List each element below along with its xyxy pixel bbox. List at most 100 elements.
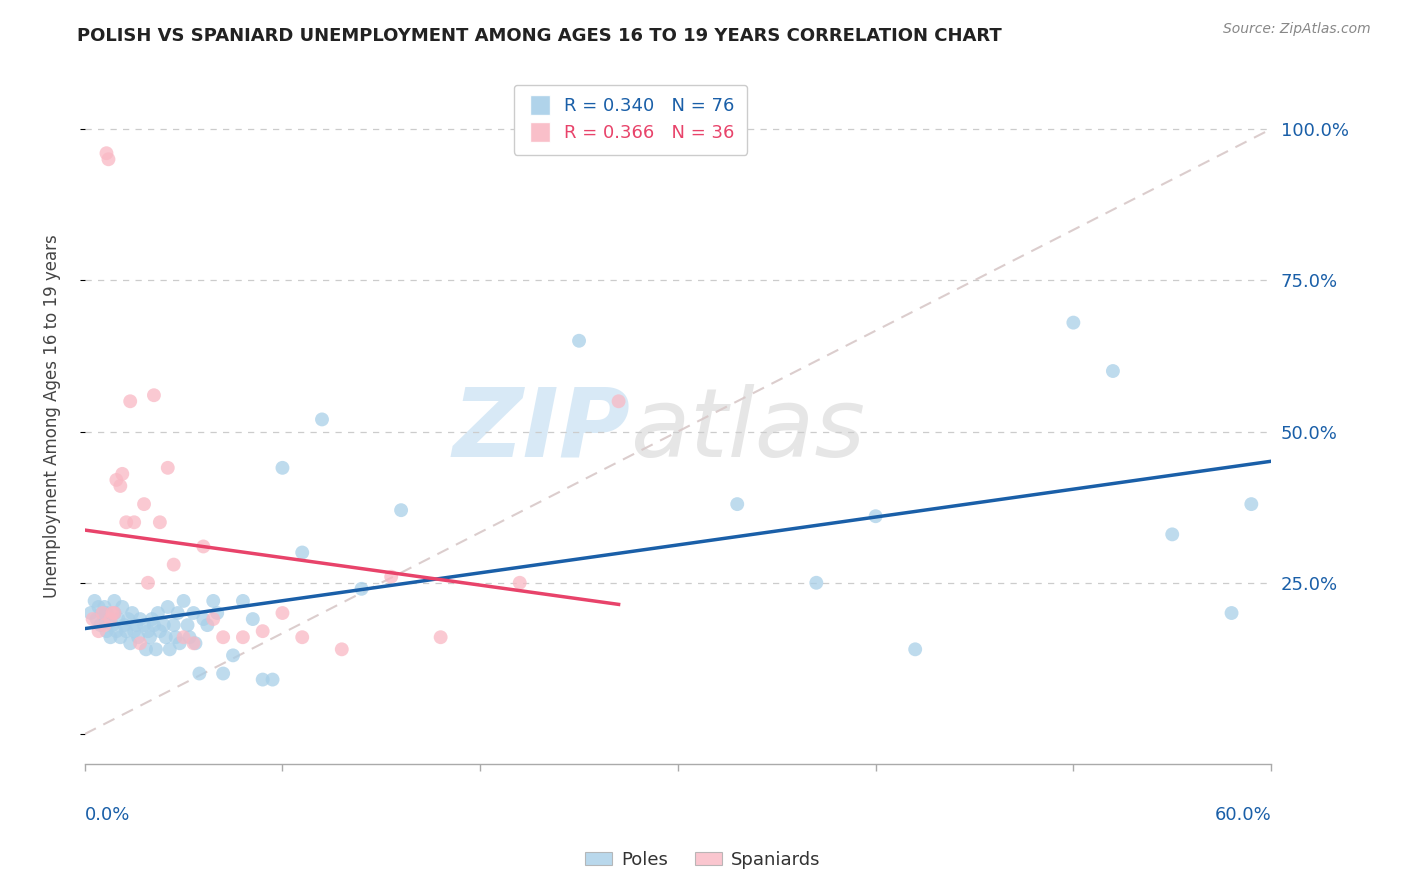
- Point: [252, 673, 274, 687]
- Point: [904, 642, 927, 657]
- Point: [91, 606, 114, 620]
- Point: [139, 630, 162, 644]
- Point: [205, 606, 228, 620]
- Point: [93, 599, 115, 614]
- Point: [111, 599, 134, 614]
- Point: [183, 606, 205, 620]
- Text: 60.0%: 60.0%: [1215, 806, 1271, 824]
- Point: [146, 606, 169, 620]
- Point: [389, 503, 412, 517]
- Point: [122, 516, 145, 530]
- Point: [193, 612, 215, 626]
- Text: POLISH VS SPANIARD UNEMPLOYMENT AMONG AGES 16 TO 19 YEARS CORRELATION CHART: POLISH VS SPANIARD UNEMPLOYMENT AMONG AG…: [77, 27, 1002, 45]
- Point: [165, 630, 187, 644]
- Point: [110, 479, 132, 493]
- Point: [86, 612, 108, 626]
- Point: [865, 509, 887, 524]
- Point: [159, 642, 181, 657]
- Point: [83, 594, 105, 608]
- Point: [96, 606, 118, 620]
- Point: [87, 599, 110, 614]
- Point: [93, 612, 115, 626]
- Point: [271, 606, 294, 620]
- Point: [166, 606, 188, 620]
- Point: [806, 575, 828, 590]
- Point: [212, 630, 235, 644]
- Point: [212, 666, 235, 681]
- Point: [176, 618, 198, 632]
- Point: [82, 612, 104, 626]
- Point: [107, 612, 129, 626]
- Point: [97, 612, 120, 626]
- Point: [122, 624, 145, 639]
- Point: [1220, 606, 1243, 620]
- Point: [183, 636, 205, 650]
- Point: [607, 394, 630, 409]
- Point: [136, 575, 159, 590]
- Text: ZIP: ZIP: [453, 384, 630, 477]
- Point: [115, 516, 138, 530]
- Point: [153, 618, 176, 632]
- Point: [90, 618, 112, 632]
- Point: [291, 630, 314, 644]
- Point: [169, 636, 191, 650]
- Point: [91, 606, 114, 620]
- Point: [725, 497, 748, 511]
- Point: [429, 630, 451, 644]
- Point: [101, 618, 124, 632]
- Point: [120, 394, 142, 409]
- Text: atlas: atlas: [630, 384, 866, 477]
- Point: [142, 618, 165, 632]
- Legend: Poles, Spaniards: Poles, Spaniards: [578, 844, 828, 876]
- Point: [100, 630, 122, 644]
- Point: [103, 606, 125, 620]
- Point: [252, 624, 274, 639]
- Point: [112, 618, 135, 632]
- Point: [380, 570, 402, 584]
- Point: [271, 460, 294, 475]
- Point: [87, 624, 110, 639]
- Point: [149, 624, 172, 639]
- Point: [105, 624, 128, 639]
- Point: [117, 612, 139, 626]
- Point: [127, 630, 149, 644]
- Point: [96, 624, 118, 639]
- Point: [509, 575, 531, 590]
- Point: [1240, 497, 1263, 511]
- Point: [103, 606, 125, 620]
- Legend: R = 0.340   N = 76, R = 0.366   N = 36: R = 0.340 N = 76, R = 0.366 N = 36: [513, 85, 747, 155]
- Point: [103, 594, 125, 608]
- Point: [101, 606, 124, 620]
- Point: [115, 624, 138, 639]
- Point: [163, 618, 186, 632]
- Point: [184, 636, 207, 650]
- Point: [129, 612, 152, 626]
- Point: [156, 460, 179, 475]
- Point: [232, 594, 254, 608]
- Point: [132, 618, 155, 632]
- Point: [97, 153, 120, 167]
- Point: [242, 612, 264, 626]
- Point: [173, 630, 195, 644]
- Point: [93, 618, 115, 632]
- Point: [1102, 364, 1125, 378]
- Point: [163, 558, 186, 572]
- Point: [132, 497, 155, 511]
- Point: [193, 540, 215, 554]
- Point: [111, 467, 134, 481]
- Point: [1062, 316, 1084, 330]
- Point: [121, 606, 143, 620]
- Point: [179, 630, 201, 644]
- Point: [145, 642, 167, 657]
- Point: [202, 594, 225, 608]
- Point: [135, 642, 157, 657]
- Point: [188, 666, 211, 681]
- Point: [156, 599, 179, 614]
- Point: [129, 636, 152, 650]
- Point: [311, 412, 333, 426]
- Point: [291, 545, 314, 559]
- Point: [222, 648, 245, 663]
- Point: [136, 624, 159, 639]
- Text: Source: ZipAtlas.com: Source: ZipAtlas.com: [1223, 22, 1371, 37]
- Point: [142, 388, 165, 402]
